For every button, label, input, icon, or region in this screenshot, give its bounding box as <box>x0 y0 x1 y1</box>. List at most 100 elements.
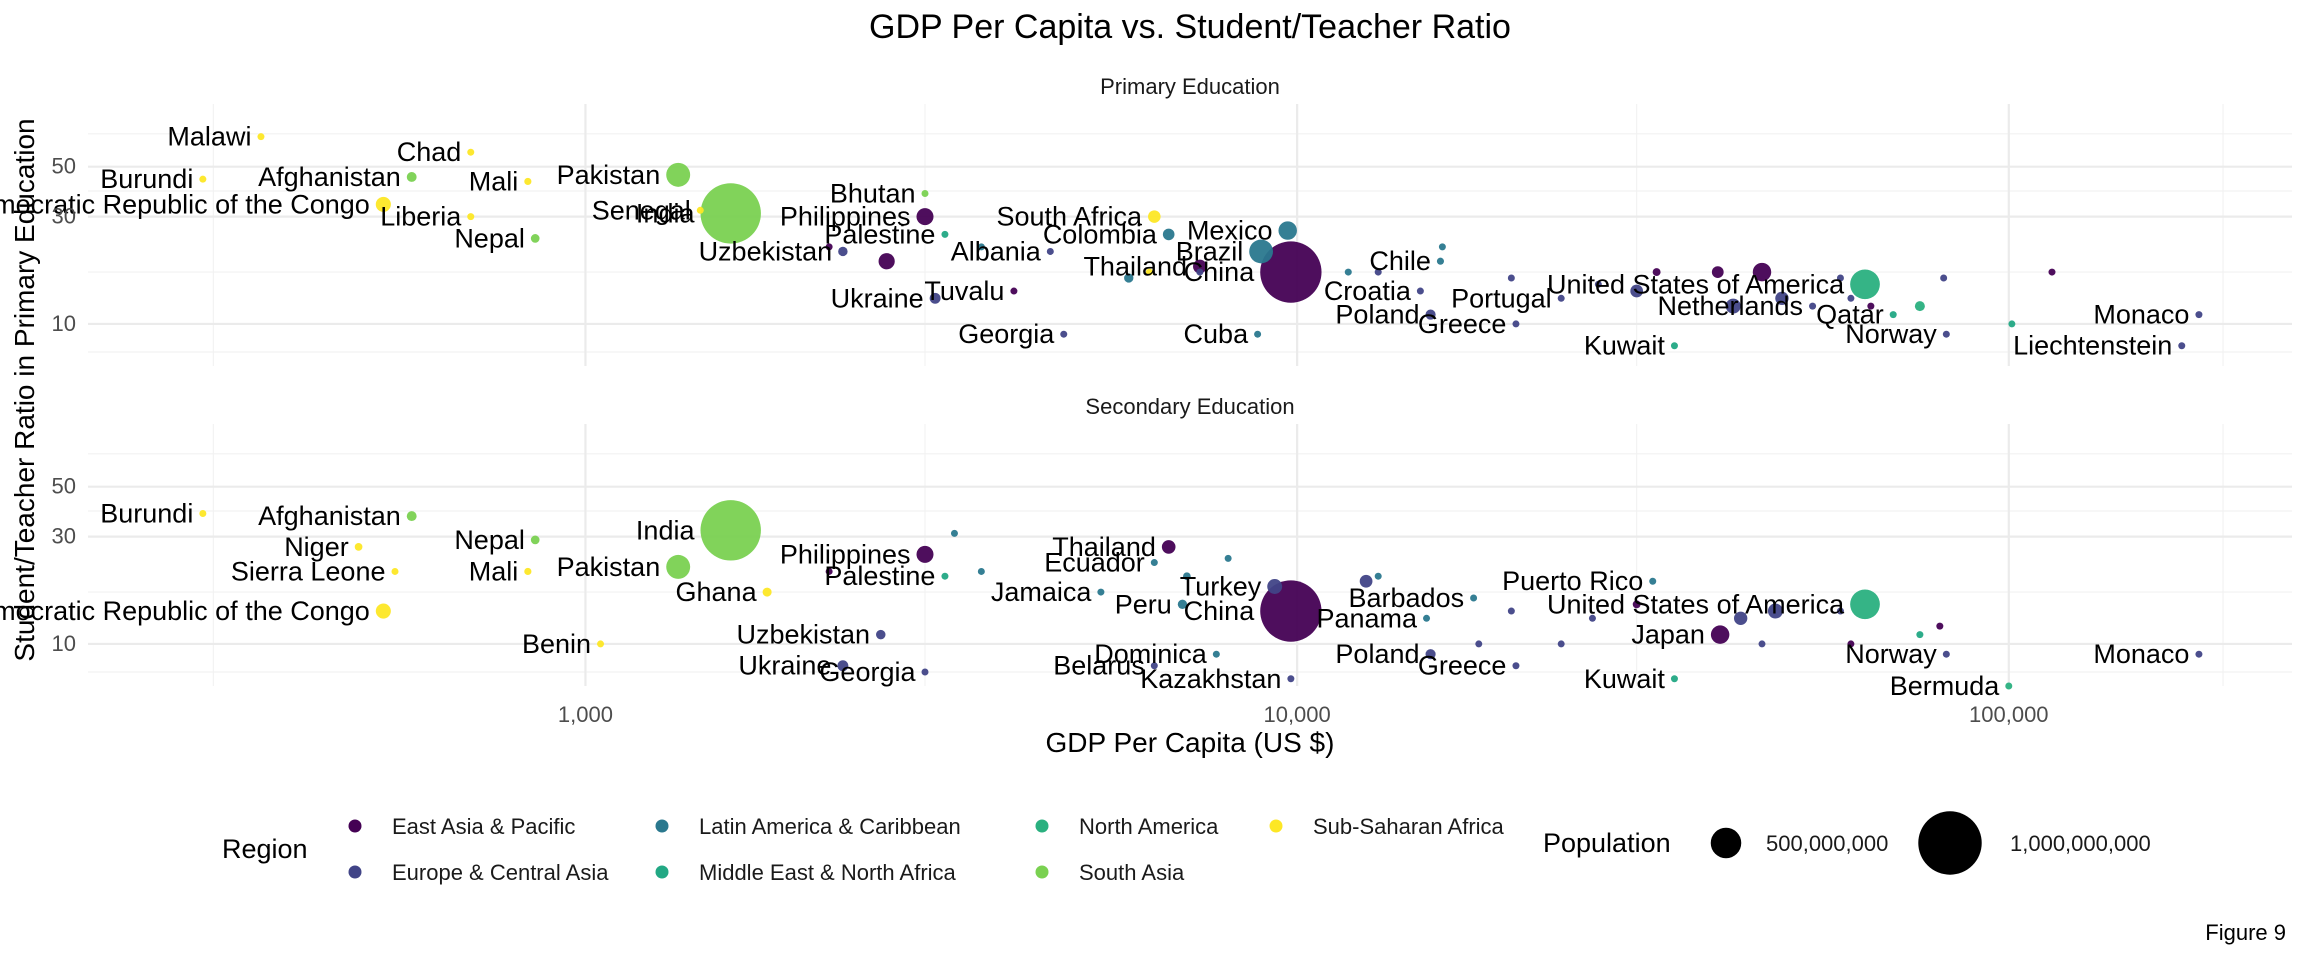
data-point <box>916 208 934 226</box>
data-point <box>1260 580 1322 642</box>
data-point <box>941 572 949 580</box>
x-axis-title: GDP Per Capita (US $) <box>1046 727 1335 758</box>
point-label: Philippines <box>780 202 911 232</box>
point-label: China <box>1184 596 1256 626</box>
y-axis-title: Student/Teacher Ratio in Primary Educati… <box>9 118 40 661</box>
data-point <box>1278 221 1297 240</box>
data-point <box>2195 311 2203 319</box>
legend-size-label: 500,000,000 <box>1766 831 1888 856</box>
data-point <box>1836 607 1844 615</box>
data-point <box>1936 622 1944 630</box>
panel-points <box>199 133 2203 350</box>
data-point <box>1588 614 1596 622</box>
legend-swatch <box>1035 819 1049 833</box>
data-point <box>1416 287 1424 295</box>
data-point <box>1632 600 1641 609</box>
point-label: Norway <box>1845 639 1937 669</box>
data-point <box>2048 268 2056 276</box>
data-point <box>1512 662 1520 670</box>
y-tick-label: 30 <box>52 204 76 229</box>
chart-title: GDP Per Capita vs. Student/Teacher Ratio <box>869 8 1511 46</box>
point-label: Cuba <box>1184 319 1250 349</box>
point-label: Kazakhstan <box>1140 664 1281 694</box>
point-label: India <box>636 198 696 228</box>
point-label: Turkey <box>1180 572 1262 602</box>
point-label: Tuvalu <box>924 276 1004 306</box>
data-point <box>1010 287 1018 295</box>
point-label: Jamaica <box>991 577 1093 607</box>
data-point <box>467 148 475 156</box>
data-point <box>1470 594 1478 602</box>
point-label: Poland <box>1335 639 1419 669</box>
legend-swatch <box>1269 819 1283 833</box>
point-label: Norway <box>1845 319 1937 349</box>
point-label: Greece <box>1418 651 1507 681</box>
data-point <box>921 668 929 676</box>
point-label: Malawi <box>167 122 251 152</box>
data-point <box>1733 611 1748 625</box>
x-tick-label: 100,000 <box>1969 702 2049 727</box>
legend-label: Middle East & North Africa <box>699 860 957 885</box>
data-point <box>1150 559 1158 567</box>
data-point <box>1425 649 1436 660</box>
point-label: Nepal <box>454 525 525 555</box>
data-point <box>1652 268 1661 277</box>
point-label: South Africa <box>996 202 1143 232</box>
data-point <box>597 640 605 648</box>
data-point <box>2005 682 2013 690</box>
point-label: Philippines <box>780 539 911 569</box>
data-point <box>1438 243 1446 251</box>
data-point <box>1752 262 1772 282</box>
point-label: Democratic Republic of the Congo <box>0 189 370 219</box>
legend-label: Sub-Saharan Africa <box>1313 814 1505 839</box>
data-point <box>941 230 949 238</box>
data-point <box>1670 675 1678 683</box>
data-point <box>1867 302 1875 310</box>
data-point <box>1177 599 1188 609</box>
data-point <box>1249 239 1273 264</box>
panel-y-ticks: 10 30 50 <box>52 474 76 656</box>
data-point <box>1711 266 1724 278</box>
data-point <box>1145 268 1153 276</box>
legend-swatch <box>1035 865 1049 879</box>
legend-population-title: Population <box>1543 828 1671 858</box>
legend-size-circle <box>1710 827 1742 859</box>
data-point <box>837 660 849 672</box>
point-label: Poland <box>1335 300 1419 330</box>
point-label: Uzbekistan <box>736 620 870 650</box>
data-point <box>406 511 417 522</box>
data-point <box>950 529 958 537</box>
point-label: Qatar <box>1816 300 1884 330</box>
point-label: Georgia <box>819 657 916 687</box>
point-label: Colombia <box>1043 219 1158 249</box>
data-point <box>530 535 540 545</box>
data-point <box>825 243 833 251</box>
data-point <box>199 175 207 183</box>
legend-label: Europe & Central Asia <box>392 860 609 885</box>
data-point <box>354 543 363 551</box>
data-point <box>1183 572 1191 581</box>
data-point <box>977 243 985 251</box>
data-point <box>1940 274 1948 282</box>
data-point <box>1425 309 1436 320</box>
legend-swatch <box>655 865 669 879</box>
point-label: Burundi <box>100 499 193 529</box>
data-point <box>977 567 985 575</box>
point-label: Peru <box>1115 589 1172 619</box>
point-label: Kuwait <box>1584 664 1666 694</box>
data-point <box>1809 302 1817 310</box>
point-label: Kuwait <box>1584 331 1666 361</box>
panel-points <box>199 500 2203 690</box>
x-tick-label: 1,000 <box>558 702 613 727</box>
point-label: Liberia <box>380 202 462 232</box>
data-point <box>1710 625 1730 644</box>
x-axis-ticks: 1,000 10,000 100,000 <box>558 702 2049 727</box>
data-point <box>1557 294 1565 302</box>
point-label: China <box>1184 257 1256 287</box>
point-label: Albania <box>951 236 1042 266</box>
data-point <box>700 183 761 244</box>
data-point <box>1162 228 1175 241</box>
data-point <box>524 567 532 576</box>
